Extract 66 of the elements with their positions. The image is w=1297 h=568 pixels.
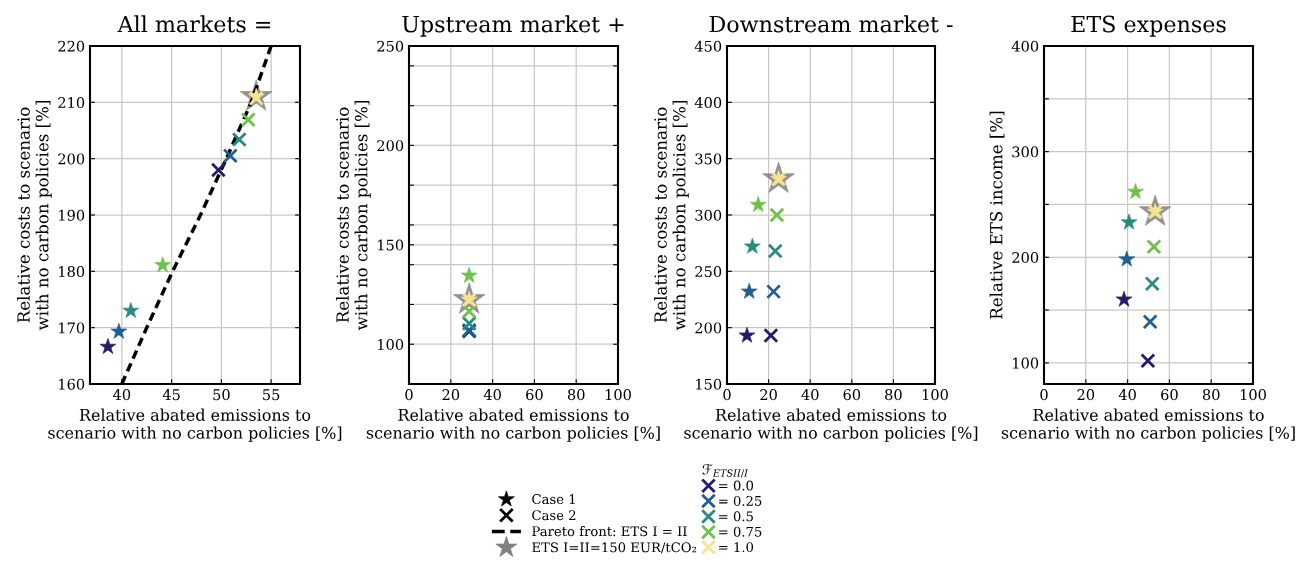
x-tick-label: 50 [213,389,230,401]
x-tick-label: 0 [723,389,731,401]
y-tick-label: 400 [694,97,722,109]
y-tick-label: 180 [59,266,85,278]
x-tick-label: 60 [526,389,543,401]
x-tick-label: 40 [801,389,819,401]
x-axis-title: Relative abated emissions to scenario with no carbon policies [%] [684,408,978,442]
y-axis-title: Relative costs to scenario with no carbon policies [%] [16,100,52,331]
y-tick-label: 190 [59,209,85,221]
chart-title: ETS expenses [1071,15,1226,37]
y-tick-label: 170 [59,322,85,334]
x-tick-label: 40 [483,389,501,401]
y-tick-label: 200 [58,153,85,165]
y-axis-title: Relative ETS income [%] [989,111,1005,319]
y-tick-label: 150 [696,378,722,390]
chart-title: Downstream market - [709,15,953,33]
x-tick-label: 45 [162,389,180,401]
y-tick-label: 150 [378,239,404,251]
x-tick-label: 80 [1202,389,1220,401]
y-tick-label: 210 [58,97,85,109]
x-axis-title: Relative abated emissions to scenario with no carbon policies [%] [1001,408,1295,442]
y-tick-label: 350 [695,153,722,165]
y-tick-label: 160 [59,378,85,390]
x-tick-label: 100 [922,389,948,401]
x-tick-label: 100 [605,389,631,401]
x-tick-label: 60 [843,389,861,401]
x-tick-label: 20 [1077,389,1095,401]
x-tick-label: 60 [1161,389,1178,401]
y-tick-label: 200 [1012,251,1039,263]
y-tick-label: 200 [695,322,722,334]
x-tick-label: 80 [885,389,902,401]
x-tick-label: 0 [405,389,413,401]
legend-label: = 1.0 [719,542,754,553]
chart-title: All markets = [117,15,271,33]
x-axis-title: Relative abated emissions to scenario with no carbon policies [%] [366,408,660,442]
y-tick-label: 300 [695,209,722,221]
x-tick-label: 20 [442,389,460,401]
x-tick-label: 55 [263,389,280,401]
legend-label: Pareto front: ETS I = II [532,526,687,537]
x-tick-label: 40 [113,389,131,401]
y-tick-label: 250 [377,40,404,52]
y-tick-label: 100 [378,338,404,350]
y-tick-label: 300 [1012,146,1039,158]
legend-title: ℱ$_{ETSII/I}$ [702,463,749,478]
y-tick-label: 220 [58,40,85,52]
legend-label: ETS I=II=150 EUR/tCO₂ [532,542,697,554]
y-axis-title: Relative costs to scenario with no carbon policies [%] [335,100,371,331]
legend-label: Case 2 [532,510,576,521]
y-tick-label: 450 [694,40,722,52]
legend-label: = 0.5 [719,511,753,522]
y-tick-label: 100 [1013,357,1039,369]
x-tick-label: 20 [760,389,777,401]
y-tick-label: 250 [695,266,722,278]
legend-label: = 0.25 [719,495,762,506]
x-tick-label: 100 [1240,389,1266,401]
y-tick-label: 400 [1011,40,1039,52]
x-tick-label: 40 [1118,389,1136,401]
y-tick-label: 200 [377,140,404,152]
y-axis-title: Relative costs to scenario with no carbon policies [%] [653,100,689,331]
legend-label: Case 1 [532,494,575,505]
x-tick-label: 0 [1040,389,1048,401]
x-axis-title: Relative abated emissions to scenario with no carbon policies [%] [48,408,342,442]
chart-title: Upstream market + [402,15,624,37]
legend-label: = 0.75 [719,526,762,537]
x-tick-label: 80 [567,389,585,401]
legend-label: = 0.0 [719,480,754,491]
